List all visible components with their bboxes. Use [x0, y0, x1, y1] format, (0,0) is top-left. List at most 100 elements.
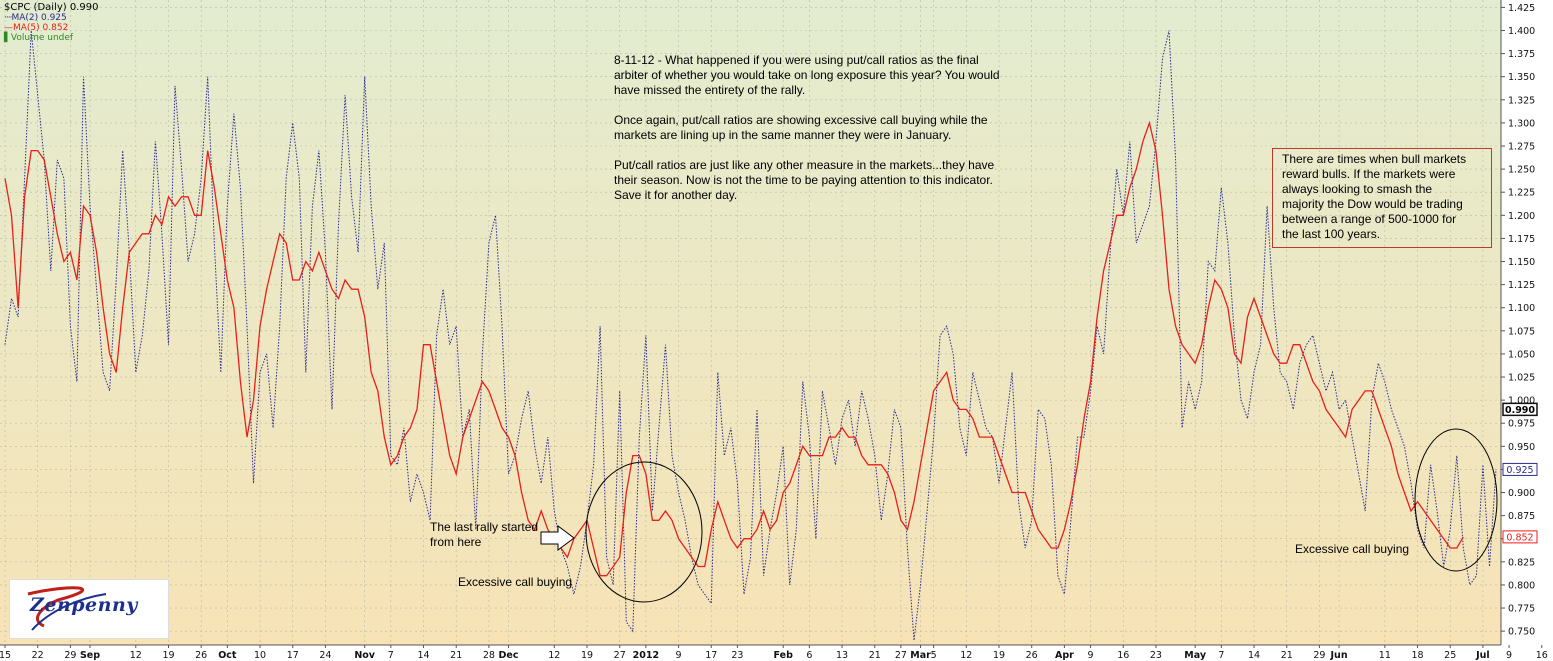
x-tick-label: Oct	[218, 650, 237, 661]
boxed-note-line: always looking to smash the	[1282, 182, 1433, 196]
y-tick-label: 1.375	[1508, 49, 1535, 60]
x-tick-label: Mar	[910, 650, 931, 661]
commentary-line: 8-11-12 - What happened if you were usin…	[614, 53, 979, 67]
x-tick-label: 2012	[633, 650, 659, 661]
solid-line-icon: —	[4, 23, 13, 33]
y-tick-label: 0.800	[1508, 580, 1535, 591]
x-tick-label: 12	[130, 650, 142, 661]
y-tick-label: 0.875	[1508, 511, 1535, 522]
legend-ma5: —MA(5) 0.852	[4, 23, 98, 33]
y-tick-label: 1.025	[1508, 373, 1535, 384]
x-tick-label: 29	[64, 650, 76, 661]
x-tick-label: 28	[483, 650, 495, 661]
series	[4, 30, 1497, 641]
x-tick-label: 23	[1150, 650, 1162, 661]
y-tick-label: 1.150	[1508, 257, 1535, 268]
x-tick-label: 25	[1444, 650, 1456, 661]
x-tick-label: 23	[731, 650, 743, 661]
y-tick-label: 1.250	[1508, 165, 1535, 176]
commentary-line: Put/call ratios are just like any other …	[614, 158, 995, 172]
y-tick-label: 0.900	[1508, 488, 1535, 499]
boxed-note: There are times when bull markets reward…	[1272, 148, 1492, 248]
y-tick-label: 1.225	[1508, 188, 1535, 199]
boxed-note-line: the last 100 years.	[1282, 227, 1381, 241]
x-tick-label: 21	[1281, 650, 1293, 661]
last-value-box	[1502, 402, 1538, 417]
dotted-line-icon: ····	[4, 13, 13, 23]
x-tick-label: May	[1184, 650, 1207, 661]
x-axis-panel	[0, 645, 1501, 661]
x-tick-label: 12	[548, 650, 560, 661]
x-tick-label: 18	[1411, 650, 1423, 661]
logo-text: Zenpenny	[30, 594, 138, 616]
x-tick-label: 27	[895, 650, 907, 661]
commentary-line: their season. Now is not the time to be …	[614, 173, 993, 187]
y-tick-label: 0.825	[1508, 557, 1535, 568]
legend-volume-label: Volume undef	[10, 33, 74, 43]
y-tick-label: 1.425	[1508, 3, 1535, 14]
legend-ma2: ····MA(2) 0.925	[4, 13, 98, 23]
y-tick-label: 1.050	[1508, 349, 1535, 360]
x-tick-label: 12	[960, 650, 972, 661]
y-tick-label: 1.175	[1508, 234, 1535, 245]
x-tick-label: Dec	[499, 650, 519, 661]
y-tick-label: 0.950	[1508, 442, 1535, 453]
last-value-box	[1502, 530, 1538, 544]
y-axis: 1.425 1.400 1.375 1.350 1.325 1.300 1.275 1.250…	[1501, 3, 1538, 638]
x-tick-label: 7	[1218, 650, 1224, 661]
circle-right	[1414, 428, 1498, 572]
x-tick-label: 11	[1379, 650, 1391, 661]
commentary-line: markets are lining up in the same manner…	[614, 128, 952, 142]
plot-background	[0, 0, 1501, 645]
x-tick-label: 6	[806, 650, 812, 661]
series-line-ma2	[4, 30, 1497, 641]
legend-ma5-label: MA(5) 0.852	[13, 23, 69, 33]
boxed-note-line: between a range of 500-1000 for	[1282, 212, 1457, 226]
arrow-right-icon	[540, 525, 575, 551]
y-tick-label: 1.075	[1508, 326, 1535, 337]
commentary-line: Once again, put/call ratios are showing …	[614, 113, 988, 127]
x-tick-label: 15	[0, 650, 11, 661]
annotation-shapes	[540, 428, 1498, 603]
y-tick-label: 1.325	[1508, 95, 1535, 106]
last-value-text: 0.925	[1506, 465, 1533, 476]
y-tick-label: 1.100	[1508, 303, 1535, 314]
last-rally-line: from here	[430, 535, 482, 549]
y-tick-label: 1.200	[1508, 211, 1535, 222]
last-rally-label: The last rally started from here	[430, 520, 538, 550]
x-tick-label: 22	[32, 650, 44, 661]
x-tick-label: 16	[1536, 650, 1548, 661]
x-tick-label: 21	[869, 650, 881, 661]
y-tick-label: 1.400	[1508, 26, 1535, 37]
commentary-line: have missed the entirety of the rally.	[614, 83, 806, 97]
chart-title: $CPC (Daily) 0.990	[4, 2, 99, 13]
boxed-note-line: majority the Dow would be trading	[1282, 197, 1463, 211]
x-tick-label: 9	[676, 650, 682, 661]
x-tick-label: 9	[1506, 650, 1512, 661]
call-buying-label-left: Excessive call buying	[458, 575, 573, 589]
y-tick-label: 0.775	[1508, 604, 1535, 615]
x-tick-label: 27	[614, 650, 626, 661]
swoosh-icon	[27, 586, 107, 631]
x-tick-label: 5	[931, 650, 937, 661]
last-value-text: 0.852	[1506, 532, 1533, 543]
legend: $CPC (Daily) 0.990 ····MA(2) 0.925 —MA(5…	[4, 2, 98, 43]
x-tick-label: 16	[1117, 650, 1129, 661]
last-value-label: 0.852	[1502, 530, 1538, 544]
x-tick-label: 10	[254, 650, 266, 661]
x-tick-label: 19	[162, 650, 174, 661]
x-tick-label: 7	[388, 650, 394, 661]
series-line-ma5	[4, 120, 1464, 577]
y-tick-label: 1.350	[1508, 72, 1535, 83]
x-tick-label: Jun	[1330, 650, 1348, 661]
grid	[0, 0, 1543, 645]
zenpenny-logo: Zenpenny	[9, 579, 169, 639]
x-tick-label: 9	[1088, 650, 1094, 661]
legend-ma2-label: MA(2) 0.925	[11, 13, 67, 23]
last-rally-line: The last rally started	[430, 520, 539, 534]
legend-volume: ▌Volume undef	[4, 33, 98, 43]
commentary-line	[614, 98, 1054, 113]
x-tick-label: 14	[1248, 650, 1260, 661]
x-tick-label: 26	[1026, 650, 1038, 661]
